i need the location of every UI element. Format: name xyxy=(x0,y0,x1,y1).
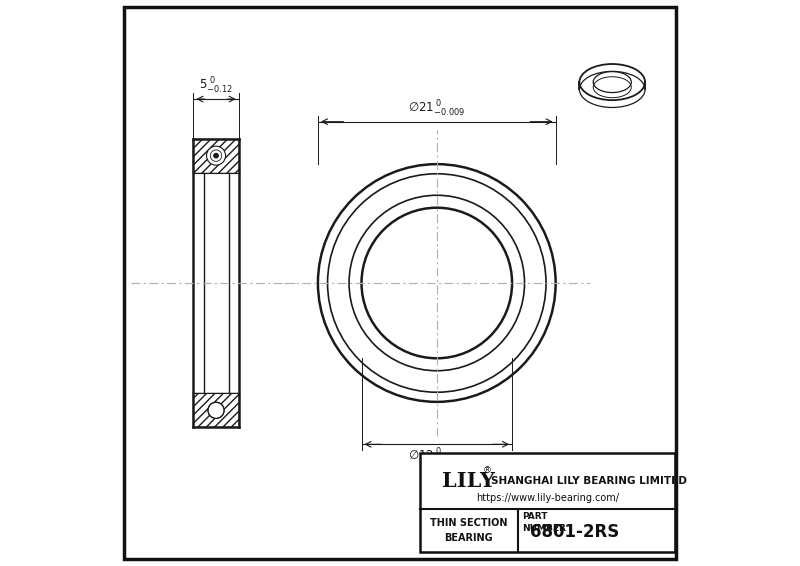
Text: $\emptyset$12$^{\ 0}_{-0.008}$: $\emptyset$12$^{\ 0}_{-0.008}$ xyxy=(408,447,466,468)
Text: SHANGHAI LILY BEARING LIMITED: SHANGHAI LILY BEARING LIMITED xyxy=(490,475,686,486)
Ellipse shape xyxy=(579,64,645,100)
Text: 6801-2RS: 6801-2RS xyxy=(530,523,619,541)
Bar xyxy=(194,139,238,173)
Text: THIN SECTION
BEARING: THIN SECTION BEARING xyxy=(430,518,507,543)
Circle shape xyxy=(208,402,224,418)
Text: https://www.lily-bearing.com/: https://www.lily-bearing.com/ xyxy=(476,494,618,503)
Text: LILY: LILY xyxy=(442,470,495,491)
Bar xyxy=(420,453,674,552)
Text: ®: ® xyxy=(483,466,492,475)
Bar xyxy=(194,393,238,427)
Text: 5$^{\ 0}_{-0.12}$: 5$^{\ 0}_{-0.12}$ xyxy=(199,76,233,96)
Circle shape xyxy=(214,153,218,158)
Circle shape xyxy=(206,146,226,165)
Text: PART
NUMBER: PART NUMBER xyxy=(522,512,566,533)
Text: $\emptyset$21$^{\ 0}_{-0.009}$: $\emptyset$21$^{\ 0}_{-0.009}$ xyxy=(408,98,466,119)
Ellipse shape xyxy=(594,71,631,93)
